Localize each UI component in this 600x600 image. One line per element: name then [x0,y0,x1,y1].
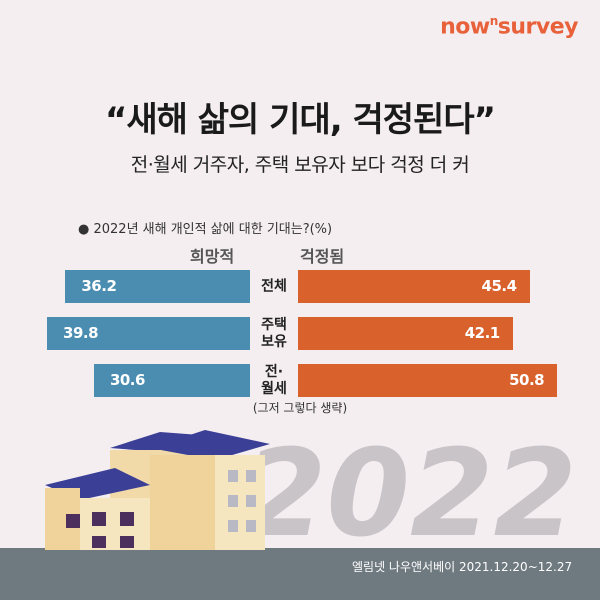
value-label: 42.1 [464,324,501,342]
brand-logo: nownsurvey [440,14,578,39]
value-label: 45.4 [481,277,518,295]
category-label: 전체 [261,278,287,295]
value-label: 30.6 [109,371,146,389]
value-label: 36.2 [81,277,117,295]
bar [47,317,250,350]
bar [298,270,530,303]
value-label: 39.8 [63,324,99,342]
chart-title: “새해 삶의 기대, 걱정된다” [105,100,496,140]
note: (그저 그렇다 생략) [252,401,348,415]
category-label: 주택 보유 [261,317,287,350]
chart-subtitle: 전·월세 거주자, 주택 보유자 보다 걱정 더 커 [130,154,470,176]
brand-text: survey [497,14,579,40]
bar [298,317,513,350]
legend-label: 희망적 [190,247,235,266]
bar [93,364,250,397]
brand-text: n [489,14,499,28]
brand-text: now [440,14,490,40]
legend-label: 걱정됨 [300,247,345,266]
value-label: 50.8 [509,371,545,389]
year-watermark: 2022 [243,425,577,564]
question: ● 2022년 새해 개인적 삶에 대한 기대는?(%) [78,222,333,237]
category-label: 전·월세 [261,364,287,397]
bar [298,364,558,397]
bar [65,270,250,303]
question-text: 2022년 새해 개인적 삶에 대한 기대는?(%) [93,222,333,237]
source: 엘림넷 나우앤서베이 2021.12.20~12.27 [352,560,573,574]
